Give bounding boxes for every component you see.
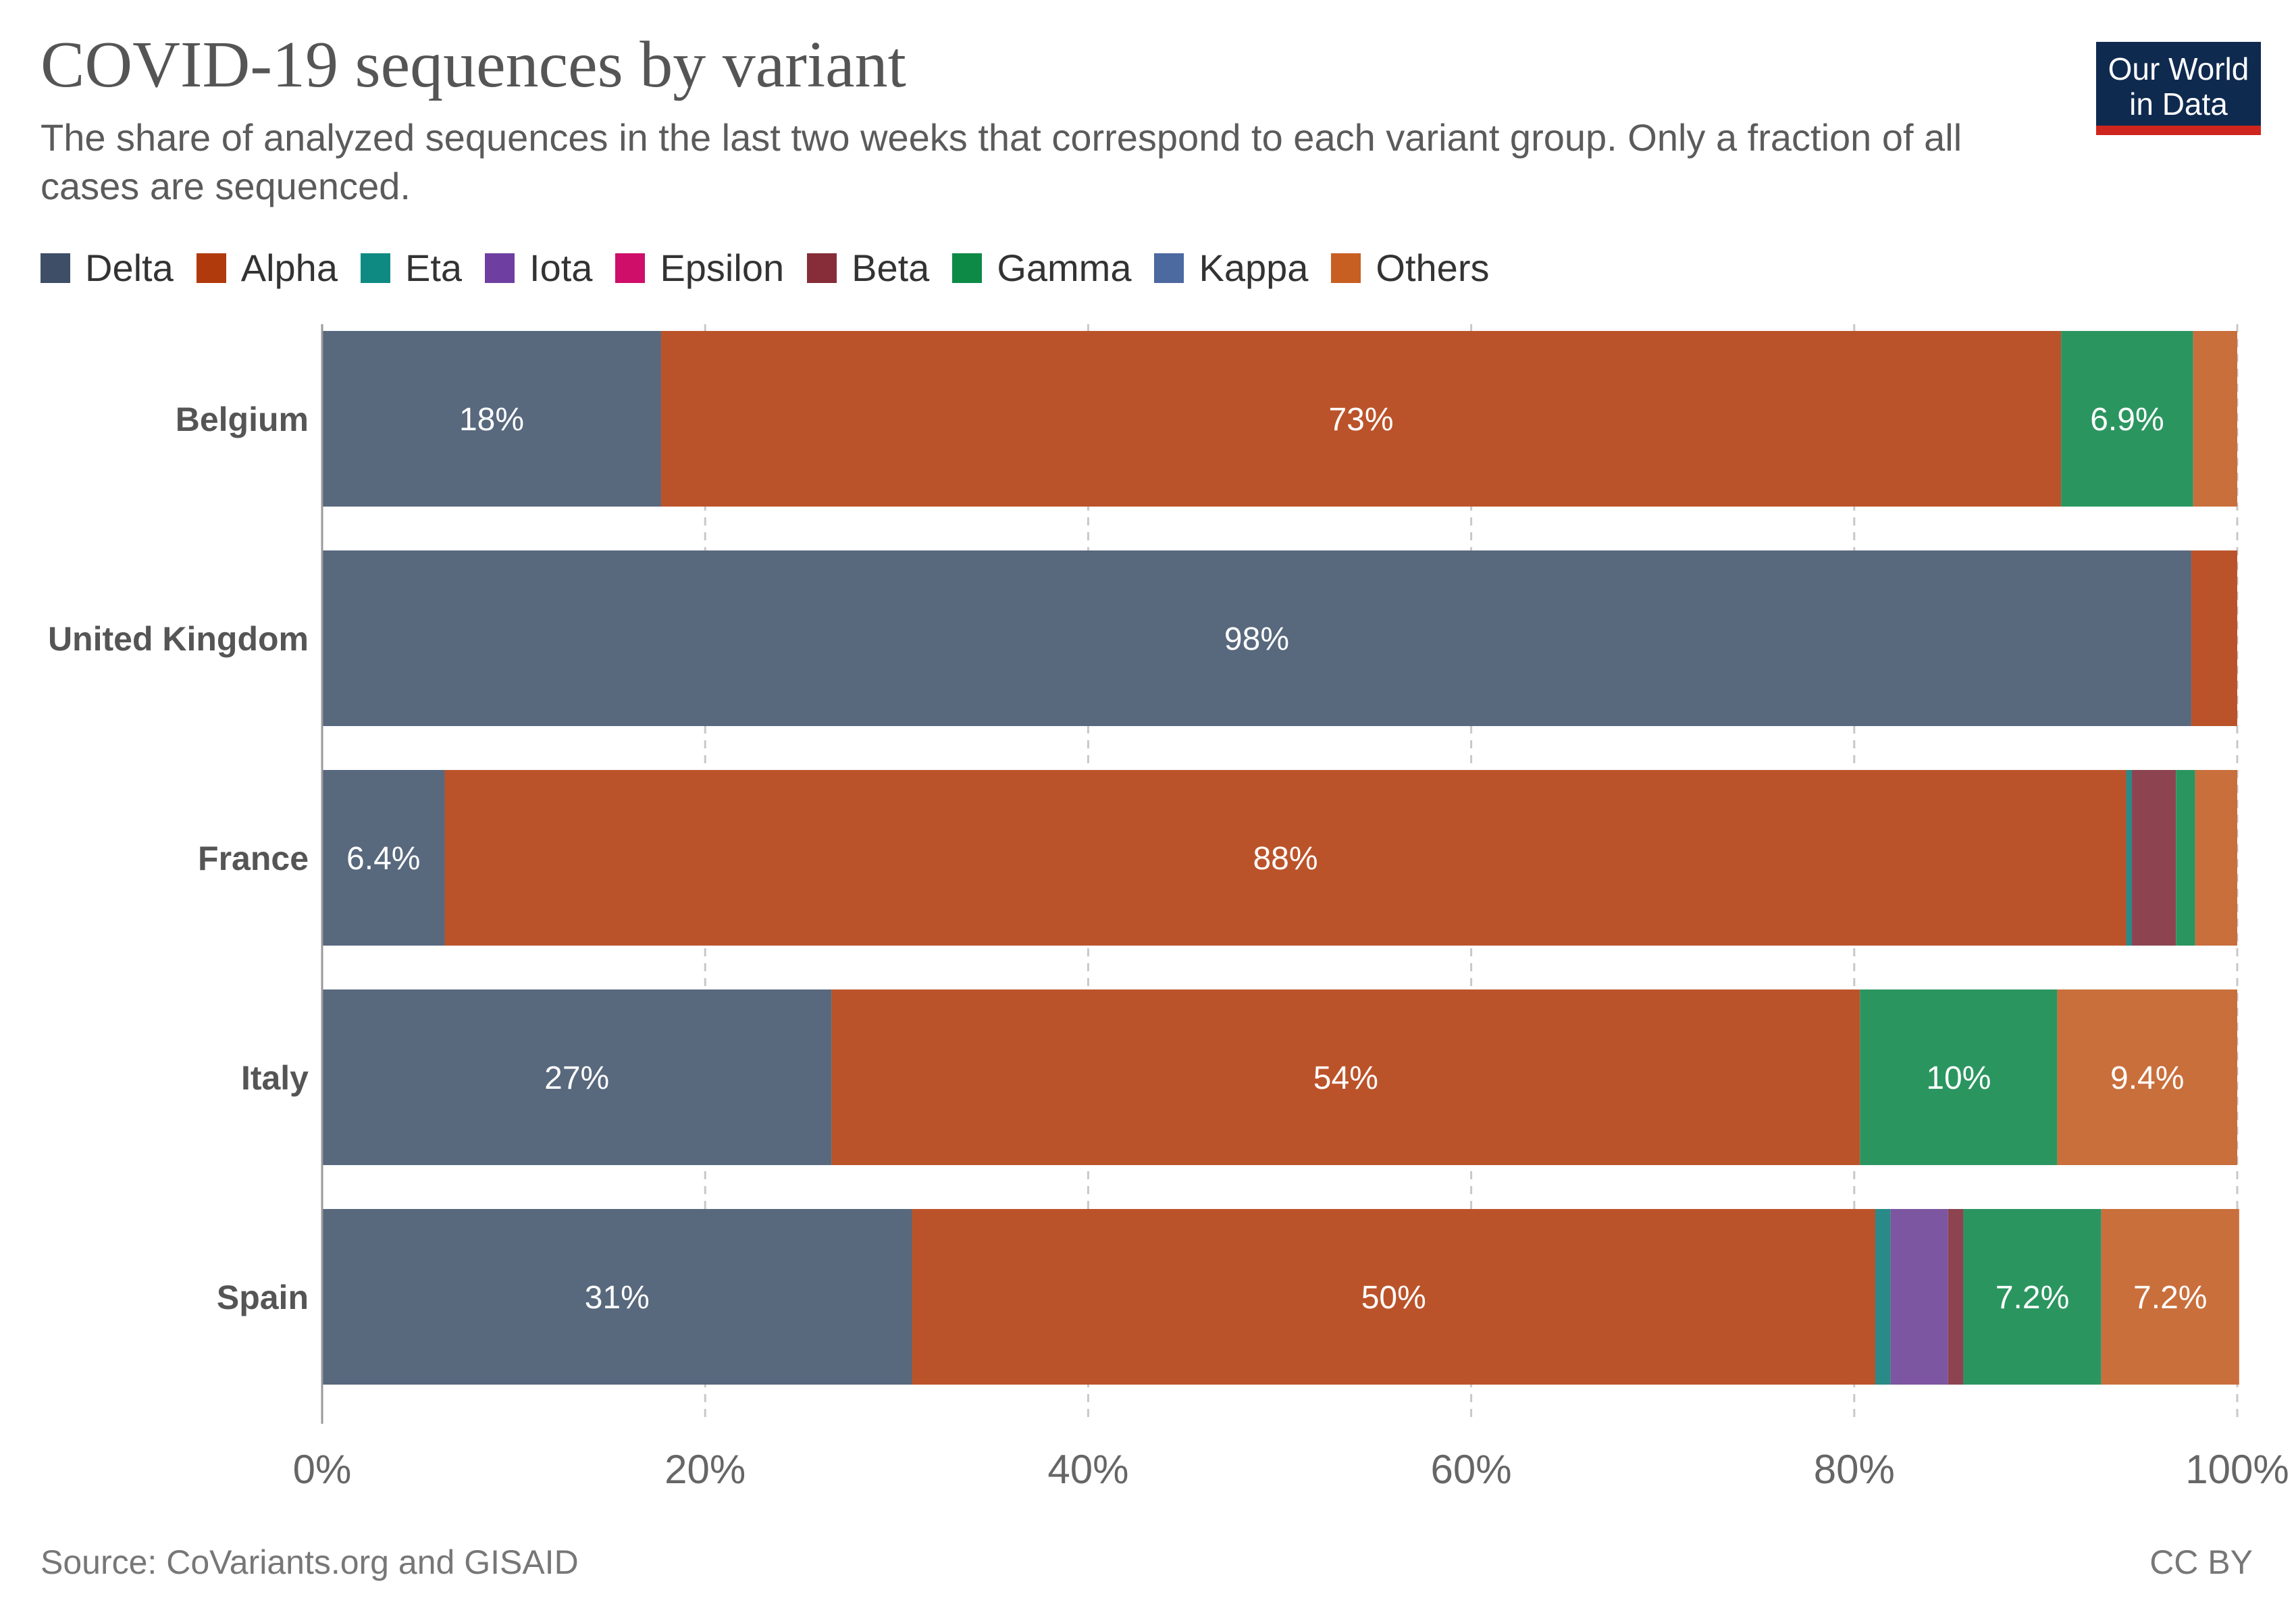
legend-swatch: [952, 253, 983, 283]
data-label: 7.2%: [1995, 1280, 2069, 1316]
legend-label: Delta: [85, 247, 174, 289]
legend-label: Epsilon: [660, 247, 785, 289]
legend-label: Iota: [529, 247, 593, 289]
owid-logo[interactable]: Our World in Data: [2096, 42, 2261, 135]
bar-segment-others: [2057, 989, 2237, 1165]
legend-swatch: [196, 253, 226, 283]
data-label: 6.9%: [2090, 402, 2164, 438]
legend-item-beta[interactable]: Beta: [807, 246, 929, 290]
bar-segment-others: [2101, 1209, 2239, 1385]
legend-swatch: [807, 253, 837, 283]
logo-line-2: in Data: [2129, 86, 2228, 122]
legend-item-kappa[interactable]: Kappa: [1154, 246, 1308, 290]
legend-item-delta[interactable]: Delta: [41, 246, 174, 290]
legend-label: Kappa: [1199, 247, 1309, 289]
data-label: 18%: [459, 402, 524, 438]
legend-label: Alpha: [240, 247, 338, 289]
legend-swatch: [615, 253, 646, 283]
legend-item-iota[interactable]: Iota: [485, 246, 592, 290]
bar-segment-gamma: [1860, 989, 2058, 1165]
data-label: 88%: [1253, 841, 1317, 877]
data-label: 10%: [1926, 1060, 1991, 1096]
bar-segment-alpha: [660, 331, 2062, 507]
bar-segment-gamma: [2061, 331, 2193, 507]
chart-title: COVID-19 sequences by variant: [41, 28, 906, 101]
category-label: Spain: [217, 1279, 309, 1316]
legend-item-alpha[interactable]: Alpha: [196, 246, 338, 290]
bar-segment-delta: [322, 989, 832, 1165]
legend-swatch: [360, 253, 390, 283]
license-note[interactable]: CC BY: [2149, 1543, 2253, 1581]
x-tick-label: 0%: [293, 1447, 352, 1492]
bar-segment-delta: [322, 770, 445, 946]
category-label: Italy: [241, 1059, 309, 1097]
x-tick-label: 60%: [1431, 1447, 1512, 1492]
x-tick-label: 40%: [1047, 1447, 1128, 1492]
data-label: 7.2%: [2133, 1280, 2207, 1316]
bar-segment-beta: [1948, 1209, 1964, 1385]
bar-segment-alpha: [912, 1209, 1875, 1385]
data-label: 27%: [544, 1060, 609, 1096]
bar-segment-alpha: [444, 770, 2127, 946]
data-label: 9.4%: [2110, 1060, 2184, 1096]
stacked-bar-chart: Belgium 18% 73% 6.9% United Kingdom 98% France…: [48, 324, 2289, 1492]
legend-label: Gamma: [997, 247, 1132, 289]
bar-segment-alpha: [2191, 550, 2237, 726]
legend-swatch: [41, 253, 70, 283]
legend: Delta Alpha Eta Iota Epsilon Beta Gamma Kappa Ot…: [41, 246, 1512, 290]
bar-segment-delta: [322, 1209, 912, 1385]
legend-swatch: [1331, 253, 1361, 283]
legend-label: Eta: [405, 247, 463, 289]
x-tick-label: 100%: [2185, 1447, 2289, 1492]
source-note[interactable]: Source: CoVariants.org and GISAID: [41, 1543, 579, 1581]
bar-segment-beta: [2132, 770, 2176, 946]
data-label: 50%: [1361, 1280, 1426, 1316]
legend-item-gamma[interactable]: Gamma: [952, 246, 1131, 290]
data-label: 98%: [1224, 621, 1289, 657]
legend-item-eta[interactable]: Eta: [360, 246, 463, 290]
category-label: Belgium: [176, 401, 309, 438]
bar-segment-gamma: [1963, 1209, 2102, 1385]
bar-segment-gamma: [2176, 770, 2195, 946]
bar-segment-others: [2195, 770, 2237, 946]
data-label: 54%: [1313, 1060, 1378, 1096]
legend-swatch: [485, 253, 515, 283]
bar-segment-eta: [2126, 770, 2133, 946]
x-tick-label: 80%: [1814, 1447, 1895, 1492]
legend-label: Others: [1376, 247, 1490, 289]
legend-label: Beta: [852, 247, 930, 289]
bar-segment-alpha: [831, 989, 1860, 1165]
category-label: United Kingdom: [48, 620, 309, 658]
bar-segment-iota: [1890, 1209, 1948, 1385]
bar-segment-others: [2193, 331, 2237, 507]
legend-swatch: [1154, 253, 1184, 283]
bar-segment-eta: [1875, 1209, 1891, 1385]
logo-line-1: Our World: [2108, 51, 2249, 86]
bar-segment-delta: [322, 550, 2191, 726]
chart-subtitle: The share of analyzed sequences in the l…: [41, 116, 1962, 207]
x-tick-label: 20%: [664, 1447, 746, 1492]
legend-item-others[interactable]: Others: [1331, 246, 1489, 290]
data-label: 6.4%: [346, 841, 420, 877]
data-label: 73%: [1328, 402, 1393, 438]
category-label: France: [198, 840, 309, 877]
data-label: 31%: [585, 1280, 650, 1316]
bar-segment-delta: [322, 331, 661, 507]
legend-item-epsilon[interactable]: Epsilon: [615, 246, 784, 290]
